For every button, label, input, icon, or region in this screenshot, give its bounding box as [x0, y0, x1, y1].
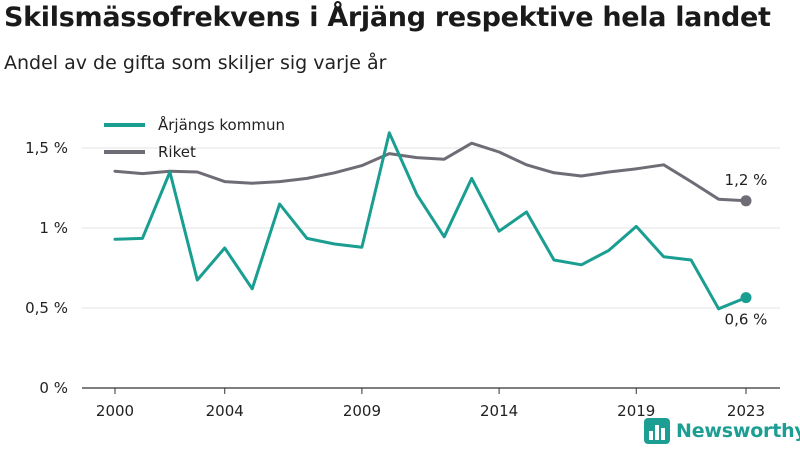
x-tick-label: 2014	[480, 402, 518, 420]
brand-name: Newsworthy	[676, 420, 800, 442]
y-tick-label: 1,5 %	[25, 139, 68, 157]
legend: Årjängs kommun Riket	[104, 115, 285, 161]
end-value-label-riket: 1,2 %	[725, 171, 768, 189]
x-tick-label: 2009	[343, 402, 381, 420]
series-lines: 1,2 % 0,6 %	[113, 131, 768, 329]
y-tick-label: 0 %	[39, 379, 68, 397]
legend-label: Riket	[158, 143, 196, 161]
axes: 0 % 0,5 % 1 % 1,5 % 2000 2004 2009 2014 2019 2023	[25, 139, 780, 420]
series-line-riket	[113, 141, 748, 203]
bar-chart-logo-icon	[644, 418, 670, 444]
chart-subtitle: Andel av de gifta som skiljer sig varje …	[4, 52, 387, 74]
x-tick-label: 2023	[727, 402, 765, 420]
newsworthy-logo: Newsworthy	[644, 418, 800, 444]
series-line-arjang	[113, 131, 748, 311]
y-tick-label: 1 %	[39, 219, 68, 237]
y-tick-label: 0,5 %	[25, 299, 68, 317]
end-point-arjang	[740, 292, 752, 304]
x-tick-label: 2000	[96, 402, 134, 420]
legend-label: Årjängs kommun	[158, 115, 285, 134]
gridlines	[82, 147, 780, 309]
x-tick-label: 2019	[617, 402, 655, 420]
x-tick-label: 2004	[206, 402, 244, 420]
chart-title: Skilsmässofrekvens i Årjäng respektive h…	[4, 2, 771, 33]
end-point-riket	[740, 195, 752, 207]
end-value-label-arjang: 0,6 %	[725, 311, 768, 329]
